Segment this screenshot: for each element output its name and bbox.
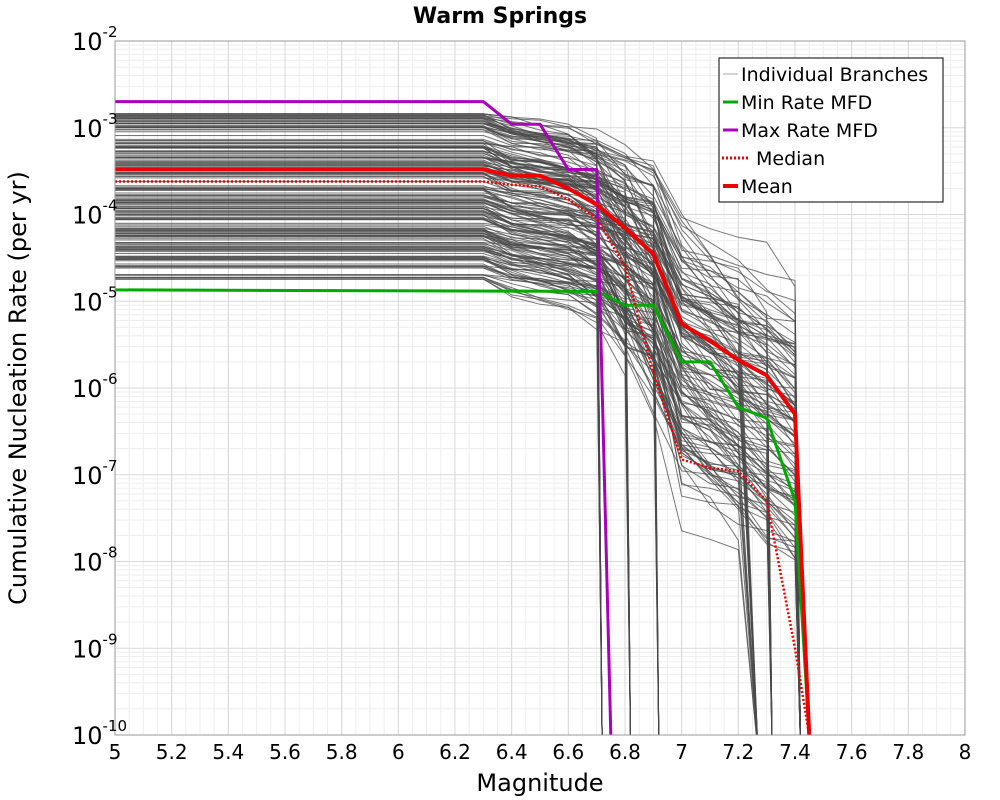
individual-branch-line: [115, 145, 801, 735]
mean-line: [115, 167, 812, 735]
y-tick-labels: 10-2 10-3 10-4 10-5 10-6 10-7 10-8 10-9 10-10: [72, 23, 127, 750]
x-tick-label: 7: [675, 740, 688, 764]
individual-branch-line: [115, 247, 660, 735]
individual-branch-line: [115, 214, 801, 735]
individual-branch-line: [115, 123, 603, 735]
legend-label: Mean: [741, 176, 793, 198]
y-tick-label: 10-2: [72, 23, 118, 56]
individual-branch-line: [115, 202, 801, 735]
individual-branch-line: [115, 263, 660, 735]
individual-branch-line: [115, 230, 801, 735]
individual-branch-line: [115, 114, 660, 735]
y-tick-label: 10-10: [72, 717, 127, 750]
x-tick-label: 6.2: [439, 740, 471, 764]
x-tick-label: 6.8: [609, 740, 641, 764]
legend-label: Min Rate MFD: [741, 92, 872, 114]
x-tick-label: 8: [959, 740, 972, 764]
y-tick-label: 10-7: [72, 457, 118, 490]
individual-branch-line: [115, 205, 631, 735]
median-line: [115, 180, 811, 735]
individual-branch-line: [115, 126, 801, 735]
individual-branch-line: [115, 256, 801, 735]
individual-branch-line: [115, 127, 801, 735]
x-axis-title: Magnitude: [476, 769, 603, 797]
x-tick-label: 5.6: [269, 740, 301, 764]
legend-box: [718, 57, 944, 203]
individual-branch-line: [115, 189, 603, 735]
individual-branch-line: [115, 156, 801, 735]
individual-branch-line: [115, 146, 801, 735]
individual-branch-line: [115, 234, 801, 735]
individual-branch-line: [115, 235, 801, 735]
individual-branch-line: [115, 188, 801, 735]
individual-branch-line: [115, 258, 758, 735]
x-tick-label: 7.4: [779, 740, 811, 764]
legend-label: Median: [756, 148, 825, 170]
legend-label: Individual Branches: [741, 64, 928, 86]
individual-branch-line: [115, 113, 801, 735]
individual-branch-line: [115, 172, 801, 735]
individual-branch-line: [115, 204, 801, 735]
x-tick-label: 5.2: [156, 740, 188, 764]
individual-branch-line: [115, 126, 773, 735]
individual-branch-line: [115, 228, 801, 735]
individual-branch-line: [115, 113, 603, 735]
individual-branch-line: [115, 218, 801, 735]
individual-branch-line: [115, 169, 801, 735]
x-tick-label: 7.2: [722, 740, 754, 764]
individual-branch-line: [115, 188, 660, 735]
individual-branch-line: [115, 131, 631, 735]
legend-label: Max Rate MFD: [741, 120, 878, 142]
y-tick-label: 10-9: [72, 630, 118, 663]
y-tick-label: 10-3: [72, 110, 118, 143]
y-tick-label: 10-8: [72, 544, 118, 577]
individual-branch-line: [115, 245, 758, 735]
individual-branch-line: [115, 278, 631, 735]
individual-branch-line: [115, 135, 801, 735]
individual-branch-line: [115, 265, 801, 735]
individual-branch-line: [115, 117, 631, 735]
individual-branch-line: [115, 129, 801, 735]
x-tick-label: 7.6: [836, 740, 868, 764]
individual-branch-line: [115, 150, 801, 735]
x-tick-labels: 5 5.2 5.4 5.6 5.8 6 6.2 6.4 6.6 6.8 7 7.2 7.4 7.6 7.8 8: [109, 740, 972, 764]
x-tick-label: 7.8: [892, 740, 924, 764]
individual-branch-line: [115, 253, 801, 735]
individual-branch-line: [115, 265, 801, 735]
chart-title: Warm Springs: [413, 4, 587, 29]
x-tick-label: 6.6: [552, 740, 584, 764]
individual-branch-line: [115, 185, 660, 735]
individual-branch-line: [115, 146, 801, 735]
individual-branch-line: [115, 277, 801, 735]
x-tick-label: 5.8: [326, 740, 358, 764]
individual-branch-line: [115, 251, 631, 735]
plot-frame: [114, 40, 966, 736]
individual-branch-line: [115, 199, 660, 735]
individual-branch-lines: [115, 113, 801, 735]
max-rate-mfd-line: [115, 100, 613, 735]
individual-branch-line: [115, 195, 801, 735]
individual-branch-line: [115, 159, 801, 735]
legend: Individual Branches Min Rate MFD Max Rate …: [718, 57, 944, 203]
min-rate-mfd-line: [115, 288, 811, 735]
individual-branch-line: [115, 196, 801, 735]
individual-branch-line: [115, 143, 801, 735]
summary-series-lines: [115, 100, 812, 735]
x-tick-label: 6.4: [496, 740, 528, 764]
y-tick-label: 10-4: [72, 197, 118, 230]
x-tick-label: 5: [109, 740, 122, 764]
x-tick-label: 5.4: [212, 740, 244, 764]
y-axis-title: Cumulative Nucleation Rate (per yr): [4, 171, 32, 605]
y-tick-label: 10-6: [72, 370, 118, 403]
y-tick-label: 10-5: [72, 283, 118, 316]
individual-branch-line: [115, 236, 801, 735]
individual-branch-line: [115, 189, 801, 735]
individual-branch-line: [115, 192, 801, 735]
individual-branch-line: [115, 119, 773, 735]
individual-branch-line: [115, 210, 758, 735]
individual-branch-line: [115, 232, 801, 735]
individual-branch-line: [115, 146, 773, 735]
x-tick-label: 6: [392, 740, 405, 764]
